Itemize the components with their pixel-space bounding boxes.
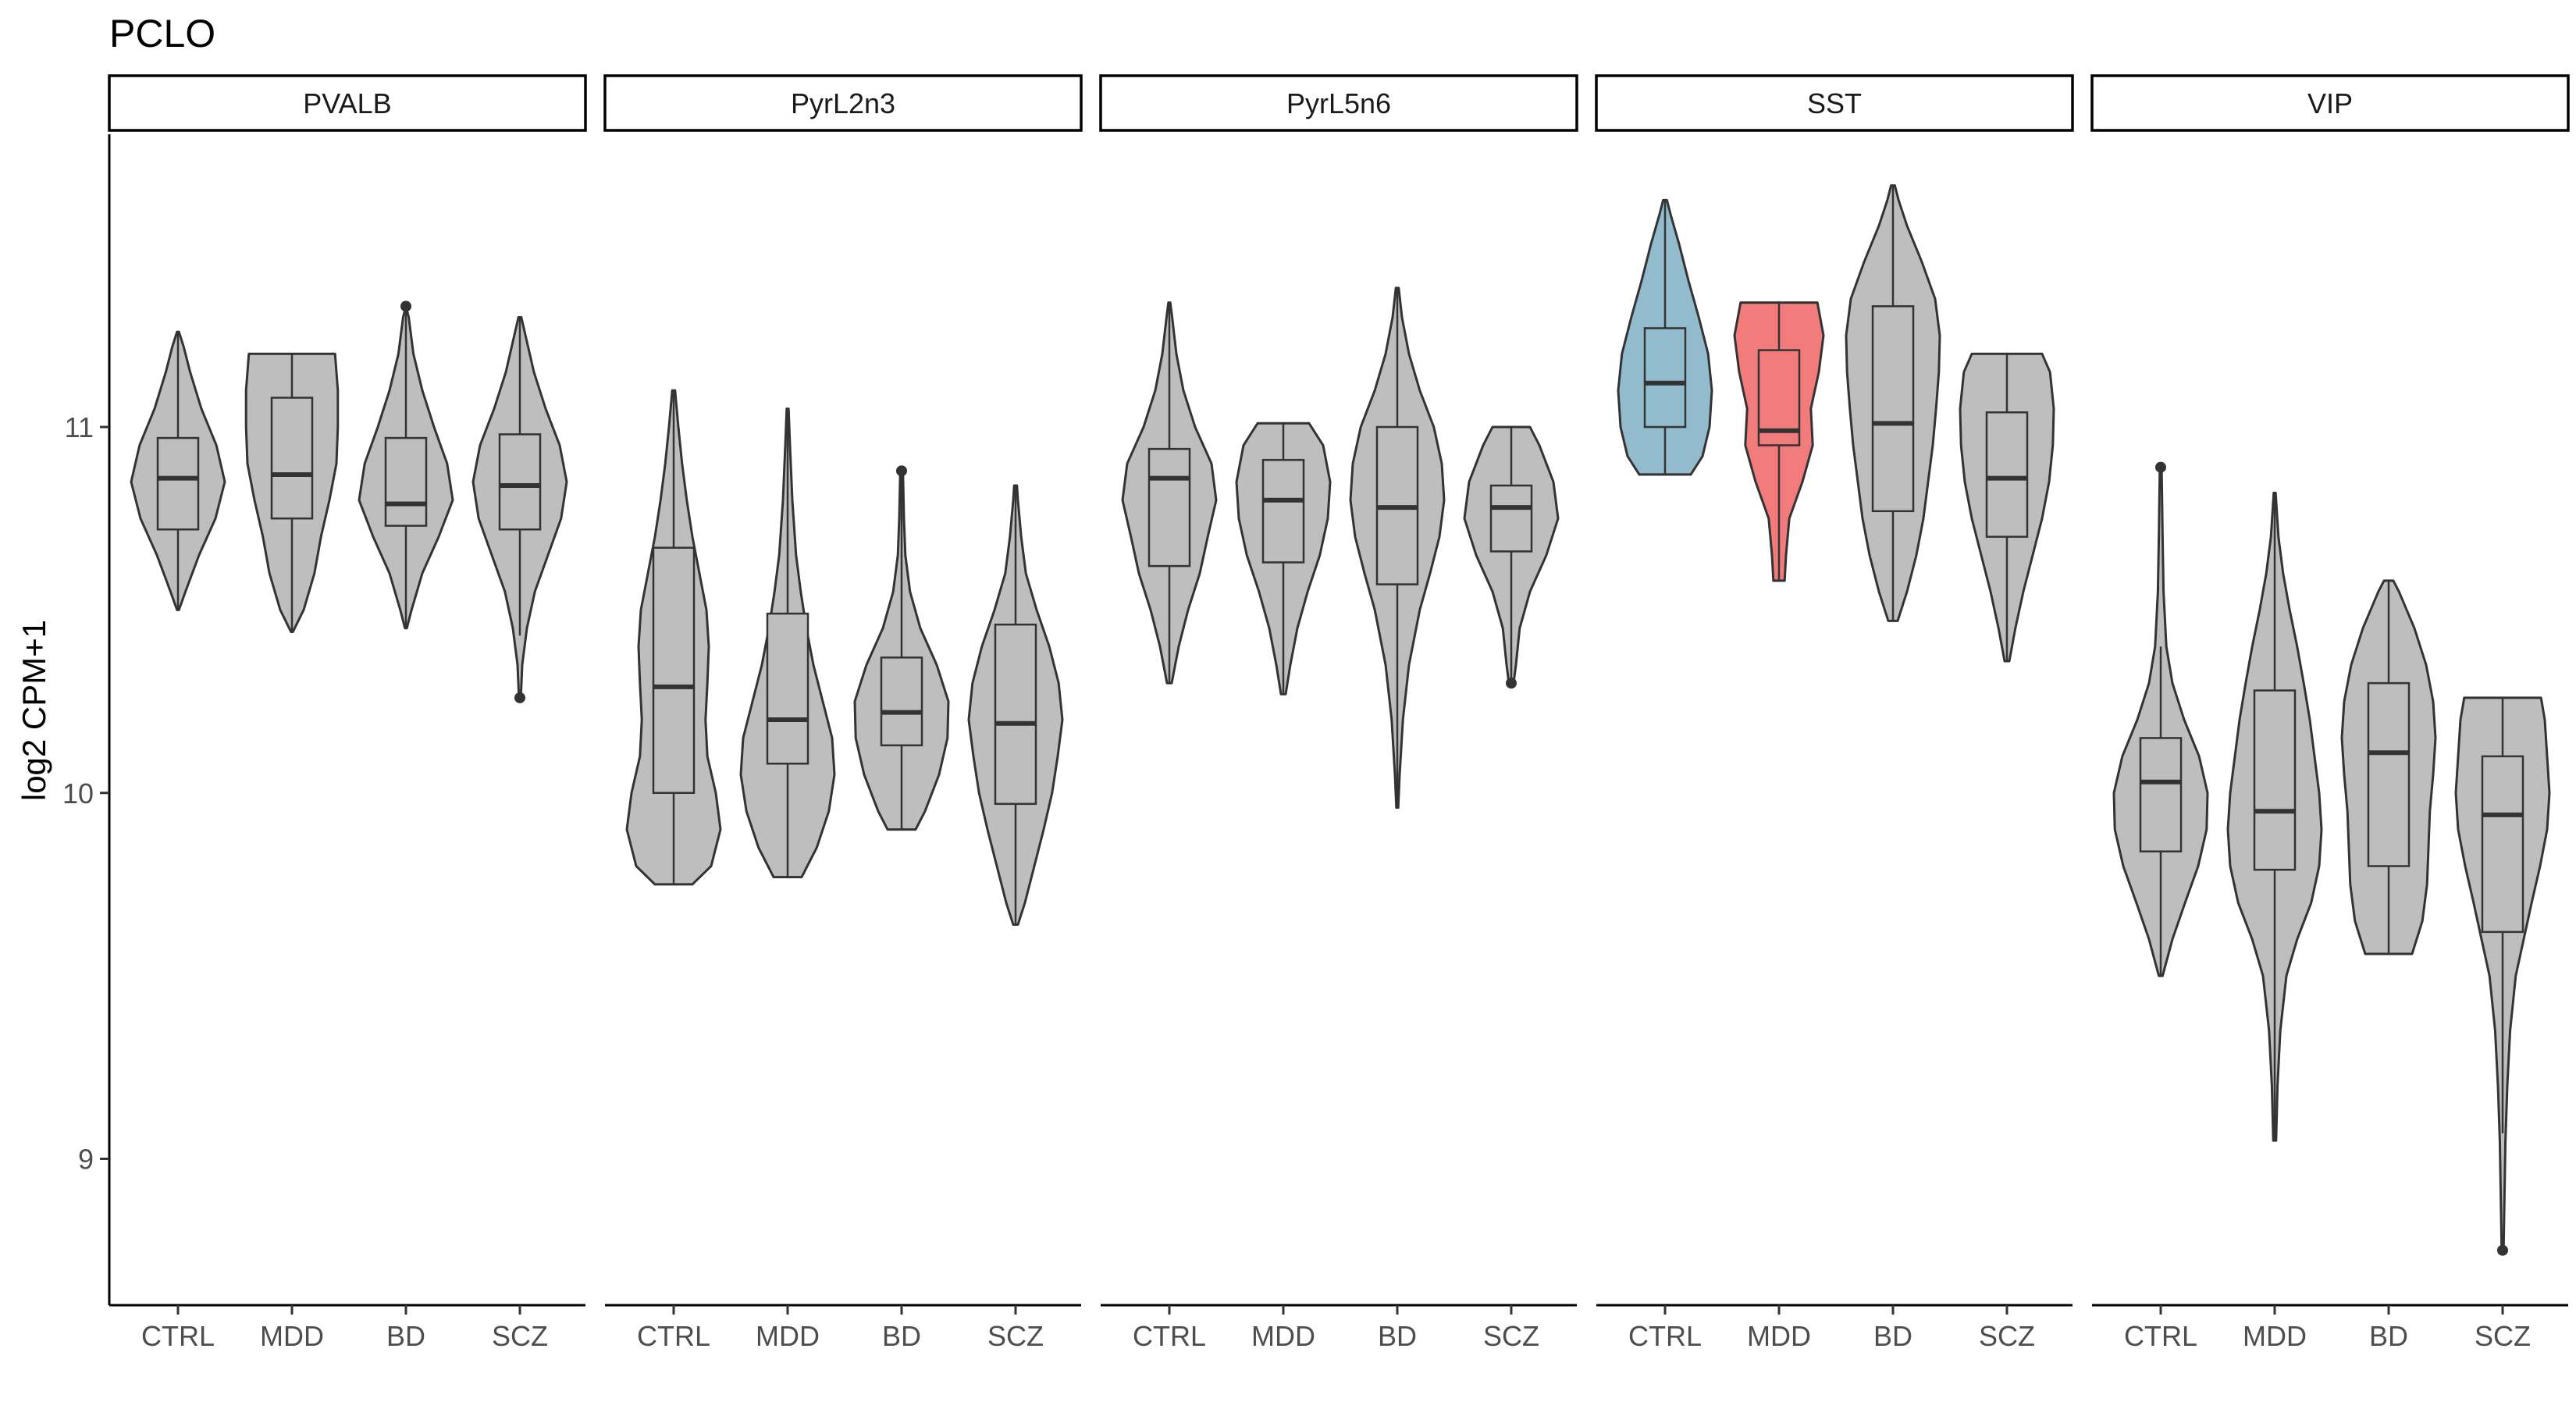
panel-pvalb: PVALB CTRL MDD BD SCZ bbox=[108, 74, 587, 1352]
y-tick-label: 11 bbox=[65, 411, 94, 443]
violin-pyrl5n6-bd bbox=[1349, 286, 1446, 809]
x-tick-label: BD bbox=[882, 1320, 921, 1352]
box-iqr bbox=[156, 436, 200, 531]
violin-pyrl2n3-scz bbox=[967, 484, 1064, 926]
x-tick-label: MDD bbox=[260, 1320, 324, 1352]
panel-pyrl2n3: PyrL2n3 CTRL MDD BD SCZ bbox=[603, 74, 1083, 1352]
violin-sst-scz bbox=[1959, 352, 2055, 663]
box-iqr bbox=[384, 436, 428, 527]
violin-sst-ctrl bbox=[1617, 198, 1713, 476]
box-iqr bbox=[2253, 689, 2297, 871]
violin-pvalb-mdd bbox=[244, 352, 340, 633]
x-tick-label: MDD bbox=[756, 1320, 820, 1352]
x-tick-label: BD bbox=[2369, 1320, 2408, 1352]
x-tick-label: CTRL bbox=[141, 1320, 215, 1352]
x-tick-label: BD bbox=[1873, 1320, 1912, 1352]
box-iqr bbox=[880, 656, 923, 747]
violin-pyrl2n3-bd bbox=[853, 465, 950, 831]
x-tick-label: CTRL bbox=[637, 1320, 710, 1352]
x-tick-label: SCZ bbox=[1483, 1320, 1539, 1352]
violin-vip-bd bbox=[2340, 579, 2437, 955]
facet-strip-label: PyrL5n6 bbox=[1286, 87, 1391, 119]
y-axis-label: log2 CPM+1 bbox=[16, 620, 52, 801]
y-tick-label: 9 bbox=[78, 1144, 94, 1176]
box-iqr bbox=[652, 546, 696, 794]
violin-pyrl5n6-mdd bbox=[1235, 422, 1332, 696]
box-iqr bbox=[766, 612, 809, 765]
violin-sst-mdd bbox=[1733, 301, 1825, 582]
facet-strip bbox=[1099, 74, 1578, 132]
facet-strip bbox=[1595, 74, 2074, 132]
violin-sst-bd bbox=[1845, 184, 1941, 622]
y-axis: 9 10 11 bbox=[62, 134, 111, 1305]
x-tick-label: BD bbox=[386, 1320, 425, 1352]
x-tick-label: SCZ bbox=[987, 1320, 1044, 1352]
violin-vip-mdd bbox=[2226, 491, 2323, 1142]
violin-pvalb-ctrl bbox=[130, 330, 226, 611]
x-tick-label: SCZ bbox=[492, 1320, 548, 1352]
box-iqr bbox=[1147, 447, 1191, 568]
box-iqr bbox=[1489, 484, 1533, 553]
outlier-point bbox=[2155, 461, 2166, 473]
box-iqr bbox=[1871, 305, 1915, 513]
x-tick-label: MDD bbox=[2243, 1320, 2307, 1352]
violin-vip-scz bbox=[2454, 696, 2551, 1256]
box-iqr bbox=[2367, 681, 2411, 867]
panel-vip: VIP CTRL MDD BD SCZ bbox=[2090, 74, 2570, 1352]
violin-pyrl2n3-mdd bbox=[739, 407, 836, 879]
outlier-point bbox=[2497, 1244, 2508, 1256]
outlier-point bbox=[514, 692, 525, 703]
outlier-point bbox=[896, 465, 907, 477]
facet-strip-label: PyrL2n3 bbox=[791, 87, 895, 119]
box-iqr bbox=[498, 433, 542, 531]
x-tick-label: CTRL bbox=[1133, 1320, 1206, 1352]
box-iqr bbox=[1643, 327, 1687, 429]
violin-pyrl2n3-ctrl bbox=[625, 389, 722, 886]
violin-pvalb-bd bbox=[358, 301, 454, 630]
outlier-point bbox=[1506, 678, 1517, 689]
facet-strip-label: SST bbox=[1807, 87, 1862, 119]
outlier-point bbox=[400, 301, 411, 312]
facet-strip bbox=[108, 74, 587, 132]
box-iqr bbox=[2139, 737, 2183, 852]
x-tick-label: MDD bbox=[1747, 1320, 1811, 1352]
facet-strip-label: VIP bbox=[2307, 87, 2353, 119]
x-tick-label: BD bbox=[1378, 1320, 1417, 1352]
box-iqr bbox=[994, 623, 1037, 806]
violin-vip-ctrl bbox=[2112, 461, 2209, 977]
y-tick-label: 10 bbox=[62, 777, 94, 809]
box-iqr bbox=[1261, 458, 1305, 564]
x-tick-label: CTRL bbox=[2124, 1320, 2197, 1352]
panel-sst: SST CTRL MDD BD SCZ bbox=[1595, 74, 2074, 1352]
facet-strip bbox=[2090, 74, 2570, 132]
x-tick-label: CTRL bbox=[1628, 1320, 1702, 1352]
box-iqr bbox=[2481, 755, 2524, 934]
violin-pyrl5n6-ctrl bbox=[1121, 301, 1218, 685]
x-tick-label: SCZ bbox=[2475, 1320, 2531, 1352]
x-tick-label: SCZ bbox=[1979, 1320, 2035, 1352]
box-iqr bbox=[1985, 411, 2029, 538]
box-iqr bbox=[270, 397, 314, 520]
violin-pyrl5n6-scz bbox=[1463, 425, 1560, 689]
facet-strip bbox=[603, 74, 1083, 132]
violin-pvalb-scz bbox=[471, 315, 568, 703]
panel-pyrl5n6: PyrL5n6 CTRL MDD BD SCZ bbox=[1099, 74, 1578, 1352]
chart-title: PCLO bbox=[109, 12, 215, 55]
x-tick-label: MDD bbox=[1251, 1320, 1315, 1352]
facet-strip-label: PVALB bbox=[303, 87, 391, 119]
